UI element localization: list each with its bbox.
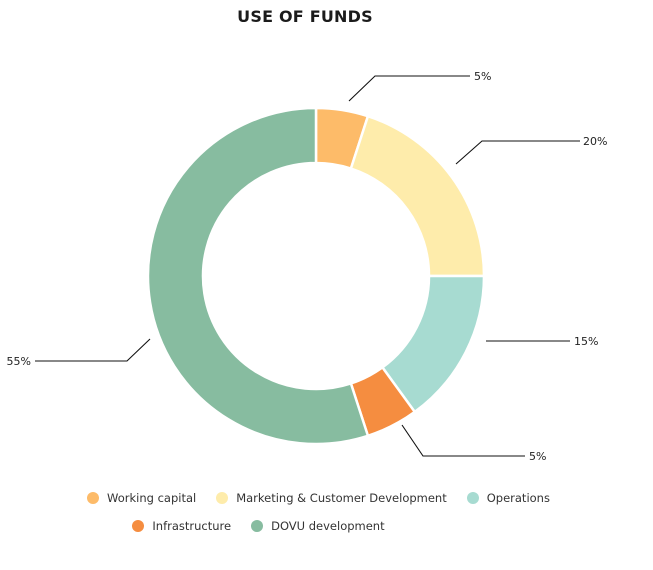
legend-item: Marketing & Customer Development bbox=[216, 491, 447, 505]
legend-row: Infrastructure DOVU development bbox=[0, 516, 653, 536]
legend-item: DOVU development bbox=[251, 519, 385, 533]
donut-chart: 5% 20% 15% 5% 55% bbox=[7, 70, 608, 463]
legend-row: Working capital Marketing & Customer Deve… bbox=[0, 488, 653, 508]
value-label: 5% bbox=[529, 450, 546, 463]
leader-line bbox=[455, 140, 580, 165]
value-label: 20% bbox=[583, 135, 607, 148]
legend-swatch-icon bbox=[251, 520, 264, 532]
legend-label: Operations bbox=[486, 491, 550, 505]
legend-swatch-icon bbox=[132, 520, 145, 532]
leader-line bbox=[348, 75, 470, 102]
legend-label: Infrastructure bbox=[152, 519, 232, 533]
donut-slice-dovu-development bbox=[146, 106, 370, 446]
legend-label: Working capital bbox=[107, 491, 197, 505]
leader-line bbox=[401, 424, 525, 457]
legend-label: DOVU development bbox=[271, 519, 385, 533]
donut-slices bbox=[146, 106, 486, 446]
value-label: 5% bbox=[474, 70, 491, 83]
legend-swatch-icon bbox=[466, 492, 479, 504]
legend-item: Infrastructure bbox=[132, 519, 231, 533]
legend-swatch-icon bbox=[216, 492, 229, 504]
value-label: 15% bbox=[574, 335, 598, 348]
value-label: 55% bbox=[7, 355, 31, 368]
leader-lines bbox=[35, 75, 580, 457]
legend-item: Operations bbox=[466, 491, 550, 505]
leader-line bbox=[35, 338, 151, 362]
chart-legend: Working capital Marketing & Customer Deve… bbox=[0, 488, 653, 544]
legend-swatch-icon bbox=[87, 492, 100, 504]
chart-title: USE OF FUNDS bbox=[237, 7, 373, 26]
legend-label: Marketing & Customer Development bbox=[236, 491, 447, 505]
legend-item: Working capital bbox=[87, 491, 196, 505]
donut-slice-marketing-customer-development bbox=[349, 114, 486, 278]
value-labels: 5% 20% 15% 5% 55% bbox=[7, 70, 608, 463]
